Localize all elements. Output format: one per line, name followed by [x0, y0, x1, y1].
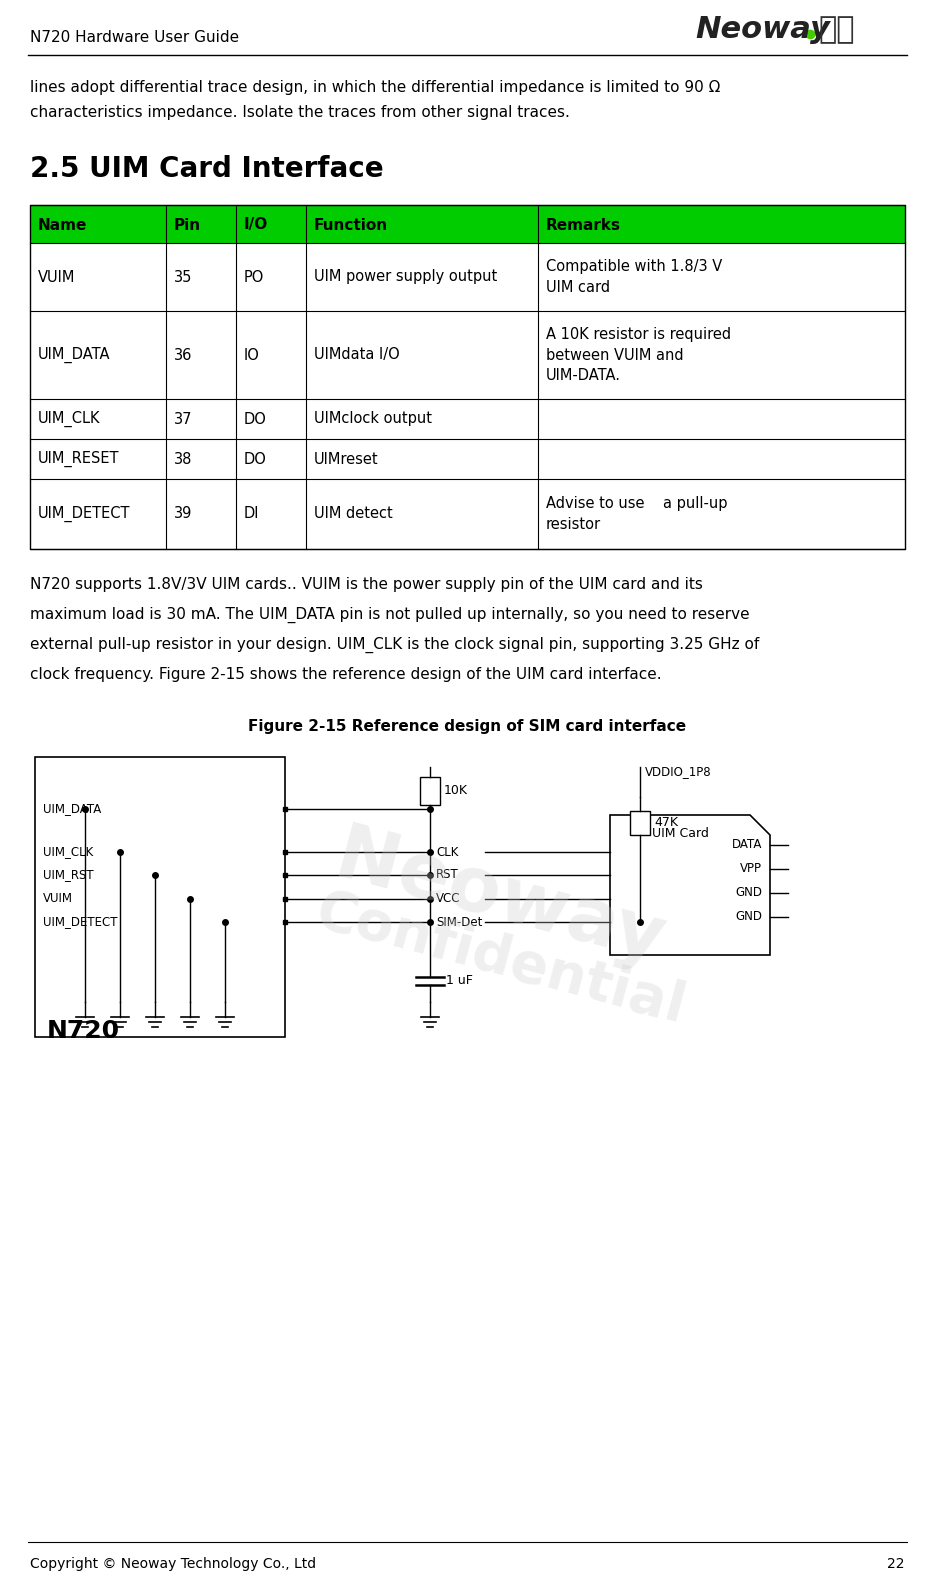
Text: UIM_RESET: UIM_RESET — [38, 451, 120, 467]
Text: GND: GND — [735, 910, 762, 923]
Text: lines adopt differential trace design, in which the differential impedance is li: lines adopt differential trace design, i… — [30, 80, 720, 94]
Polygon shape — [610, 814, 770, 956]
Text: UIMclock output: UIMclock output — [313, 412, 432, 426]
Text: Compatible with 1.8/3 V
UIM card: Compatible with 1.8/3 V UIM card — [545, 259, 722, 296]
Text: N720 supports 1.8V/3V UIM cards.. VUIM is the power supply pin of the UIM card a: N720 supports 1.8V/3V UIM cards.. VUIM i… — [30, 577, 703, 593]
Text: Neoway: Neoway — [695, 16, 830, 44]
Text: DI: DI — [244, 506, 259, 522]
Text: VCC: VCC — [436, 893, 461, 905]
Text: characteristics impedance. Isolate the traces from other signal traces.: characteristics impedance. Isolate the t… — [30, 105, 569, 119]
Bar — [30, 311, 905, 399]
Text: Remarks: Remarks — [545, 217, 621, 233]
Bar — [30, 204, 905, 549]
Text: I/O: I/O — [244, 217, 267, 233]
Bar — [30, 479, 905, 549]
Text: UIM_CLK: UIM_CLK — [38, 410, 100, 428]
Text: 有方: 有方 — [818, 16, 855, 44]
Text: UIM_CLK: UIM_CLK — [43, 846, 94, 858]
Text: 35: 35 — [174, 269, 192, 285]
Bar — [420, 777, 440, 805]
Text: 2.5 UIM Card Interface: 2.5 UIM Card Interface — [30, 156, 383, 182]
Text: Copyright © Neoway Technology Co., Ltd: Copyright © Neoway Technology Co., Ltd — [30, 1556, 316, 1570]
Text: VDDIO_1P8: VDDIO_1P8 — [645, 766, 712, 778]
Text: DO: DO — [244, 451, 266, 467]
Text: VUIM: VUIM — [38, 269, 76, 285]
Text: external pull-up resistor in your design. UIM_CLK is the clock signal pin, suppo: external pull-up resistor in your design… — [30, 637, 759, 654]
Text: UIM detect: UIM detect — [313, 506, 393, 522]
Bar — [630, 811, 650, 835]
Text: clock frequency. Figure 2-15 shows the reference design of the UIM card interfac: clock frequency. Figure 2-15 shows the r… — [30, 667, 662, 682]
Text: 36: 36 — [174, 347, 192, 363]
Text: Function: Function — [313, 217, 388, 233]
Text: N720 Hardware User Guide: N720 Hardware User Guide — [30, 30, 239, 46]
Text: Advise to use    a pull-up
resistor: Advise to use a pull-up resistor — [545, 497, 727, 531]
Text: SIM-Det: SIM-Det — [436, 915, 482, 929]
Text: CLK: CLK — [436, 846, 458, 858]
Text: 47K: 47K — [654, 816, 678, 830]
Text: RST: RST — [436, 868, 459, 882]
Bar — [30, 244, 905, 311]
Text: maximum load is 30 mA. The UIM_DATA pin is not pulled up internally, so you need: maximum load is 30 mA. The UIM_DATA pin … — [30, 607, 750, 623]
Bar — [30, 439, 905, 479]
Text: 37: 37 — [174, 412, 192, 426]
Text: UIM_DETECT: UIM_DETECT — [38, 506, 131, 522]
Text: 39: 39 — [174, 506, 192, 522]
Text: UIM_RST: UIM_RST — [43, 868, 94, 882]
Bar — [35, 758, 285, 1038]
Text: Figure 2-15 Reference design of SIM card interface: Figure 2-15 Reference design of SIM card… — [248, 718, 686, 734]
Text: UIM_DETECT: UIM_DETECT — [43, 915, 118, 929]
Text: Name: Name — [38, 217, 87, 233]
Text: UIMreset: UIMreset — [313, 451, 379, 467]
Text: UIM power supply output: UIM power supply output — [313, 269, 496, 285]
Text: DATA: DATA — [731, 838, 762, 852]
Text: UIMdata I/O: UIMdata I/O — [313, 347, 399, 363]
Text: 1 uF: 1 uF — [446, 975, 473, 987]
Text: VPP: VPP — [740, 863, 762, 876]
Bar — [30, 204, 905, 244]
Text: Pin: Pin — [174, 217, 201, 233]
Text: VUIM: VUIM — [43, 893, 73, 905]
Text: Neoway: Neoway — [327, 821, 672, 979]
Text: UIM_DATA: UIM_DATA — [38, 347, 110, 363]
Text: Confidential: Confidential — [309, 885, 691, 1036]
Text: 22: 22 — [887, 1556, 905, 1570]
Text: 10K: 10K — [444, 784, 468, 797]
Text: 38: 38 — [174, 451, 192, 467]
Text: DO: DO — [244, 412, 266, 426]
Text: UIM_DATA: UIM_DATA — [43, 802, 101, 816]
Text: N720: N720 — [47, 1019, 120, 1042]
Text: A 10K resistor is required
between VUIM and
UIM-DATA.: A 10K resistor is required between VUIM … — [545, 327, 730, 384]
Bar — [30, 399, 905, 439]
Text: PO: PO — [244, 269, 264, 285]
Text: IO: IO — [244, 347, 260, 363]
Text: GND: GND — [735, 887, 762, 899]
Text: UIM Card: UIM Card — [652, 827, 709, 839]
